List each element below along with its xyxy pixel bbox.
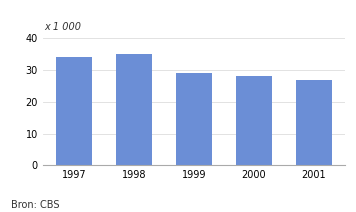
Text: x 1 000: x 1 000 xyxy=(44,22,82,32)
Text: Bron: CBS: Bron: CBS xyxy=(11,200,59,210)
Bar xyxy=(236,76,272,165)
Bar xyxy=(116,54,152,165)
Bar xyxy=(176,73,212,165)
Bar xyxy=(57,57,92,165)
Bar xyxy=(296,80,331,165)
